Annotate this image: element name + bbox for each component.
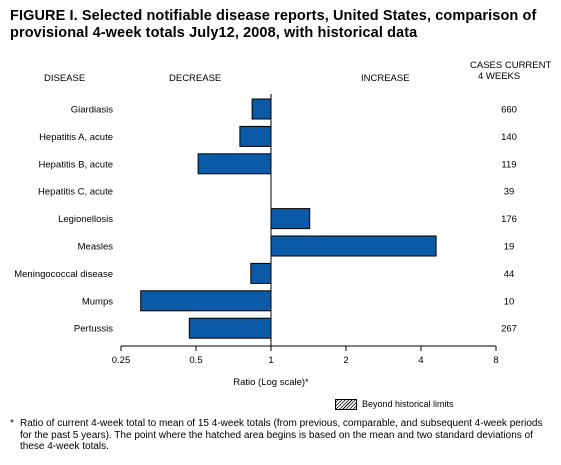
category-label: Measles [78, 242, 114, 253]
figure-title: FIGURE I. Selected notifiable disease re… [10, 8, 537, 41]
footnote-text: Ratio of current 4-week total to mean of… [20, 418, 543, 452]
bar-pertussis [188, 317, 272, 339]
bars-layer [140, 98, 437, 339]
category-label: Pertussis [74, 324, 113, 335]
cases-value: 44 [504, 269, 515, 280]
cases-value: 660 [501, 105, 517, 116]
x-axis-label: Ratio (Log scale)* [233, 377, 309, 388]
footnote-marker: * [10, 418, 14, 429]
bar-meningococcal-disease [250, 262, 272, 284]
cases-value: 176 [501, 214, 517, 225]
x-axis-layer: 0.25 0.5 1 2 4 8 Ratio (Log scale)* [112, 94, 499, 388]
decrease-header: DECREASE [169, 73, 222, 84]
bar-legionellosis [270, 208, 311, 230]
bar-measles [270, 235, 437, 257]
cases-value: 140 [501, 132, 517, 143]
disease-column-header: DISEASE [44, 73, 86, 84]
cases-value: 19 [504, 242, 515, 253]
cases-value: 39 [504, 187, 515, 198]
x-tick-label: 2 [343, 355, 348, 366]
category-label: Giardiasis [71, 105, 113, 116]
hatched-legend-swatch [335, 399, 357, 410]
cases-value: 10 [504, 296, 515, 307]
increase-header: INCREASE [361, 73, 410, 84]
bar-hepatitis-a-acute [239, 125, 272, 147]
x-tick-label: 8 [493, 355, 498, 366]
footnote: * Ratio of current 4-week total to mean … [10, 418, 555, 453]
cases-value: 267 [501, 324, 517, 335]
cases-value: 119 [501, 159, 516, 170]
cases-values-layer: 660 140 119 39 176 19 44 10 267 [501, 105, 517, 335]
category-label: Hepatitis C, acute [38, 187, 113, 198]
x-tick-label: 0.5 [189, 355, 202, 366]
category-label: Meningococcal disease [14, 269, 113, 280]
legend-label: Beyond historical limits [362, 399, 454, 409]
category-label: Hepatitis B, acute [39, 159, 113, 170]
bar-giardiasis [251, 98, 272, 120]
category-label: Hepatitis A, acute [39, 132, 113, 143]
bar-mumps [140, 290, 272, 312]
x-tick-label: 1 [268, 355, 273, 366]
x-tick-label: 4 [418, 355, 423, 366]
category-labels-layer: Giardiasis Hepatitis A, acute Hepatitis B,… [14, 105, 113, 335]
category-label: Legionellosis [58, 214, 113, 225]
bar-hepatitis-b-acute [197, 153, 272, 175]
x-tick-label: 0.25 [112, 355, 131, 366]
category-label: Mumps [82, 296, 113, 307]
cases-header-line1: CASES CURRENT [470, 60, 552, 71]
cases-header-line2: 4 WEEKS [478, 71, 521, 82]
